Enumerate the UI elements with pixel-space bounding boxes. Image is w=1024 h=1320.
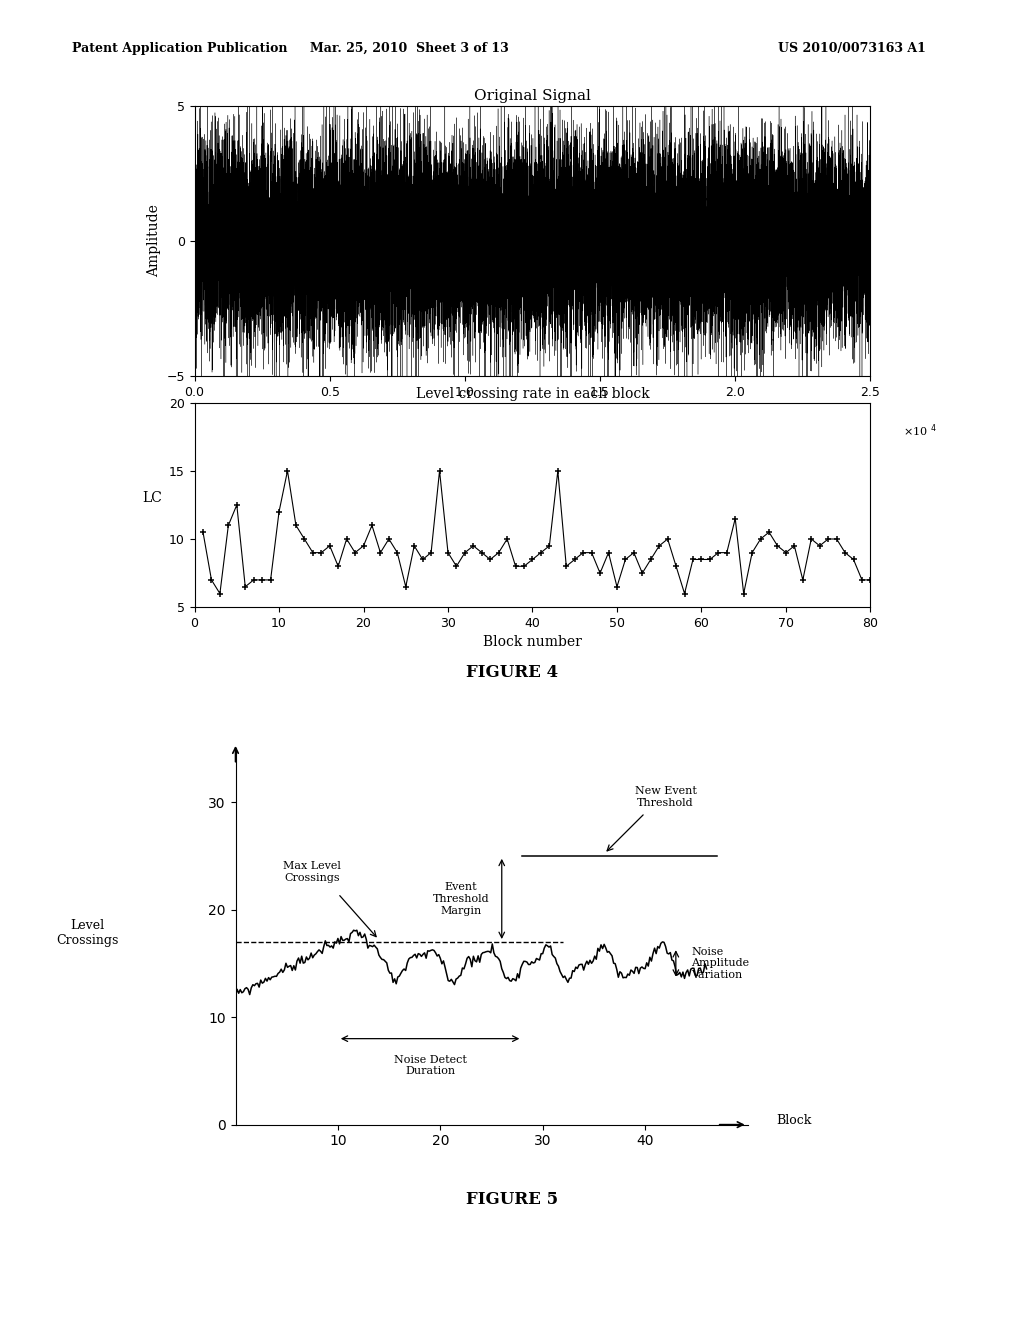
X-axis label: No. of samples: No. of samples [480,404,585,418]
Text: Noise Detect
Duration: Noise Detect Duration [393,1055,467,1076]
Text: $\times$10 $^{4}$: $\times$10 $^{4}$ [903,422,937,440]
Y-axis label: LC: LC [142,491,162,504]
Text: Noise
Amplitude
Variation: Noise Amplitude Variation [691,946,750,979]
Text: Patent Application Publication: Patent Application Publication [72,42,287,55]
Title: Level crossing rate in each block: Level crossing rate in each block [416,388,649,401]
Text: Max Level
Crossings: Max Level Crossings [284,861,341,883]
Text: FIGURE 5: FIGURE 5 [466,1191,558,1208]
Text: Level
Crossings: Level Crossings [56,919,118,948]
Text: US 2010/0073163 A1: US 2010/0073163 A1 [778,42,926,55]
Text: Block: Block [776,1114,811,1127]
Text: New Event
Threshold: New Event Threshold [635,785,696,808]
X-axis label: Block number: Block number [483,635,582,649]
Title: Original Signal: Original Signal [474,88,591,103]
Text: Mar. 25, 2010  Sheet 3 of 13: Mar. 25, 2010 Sheet 3 of 13 [310,42,509,55]
Y-axis label: Amplitude: Amplitude [146,205,161,277]
Text: Event
Threshold
Margin: Event Threshold Margin [432,882,489,916]
Text: FIGURE 4: FIGURE 4 [466,664,558,681]
